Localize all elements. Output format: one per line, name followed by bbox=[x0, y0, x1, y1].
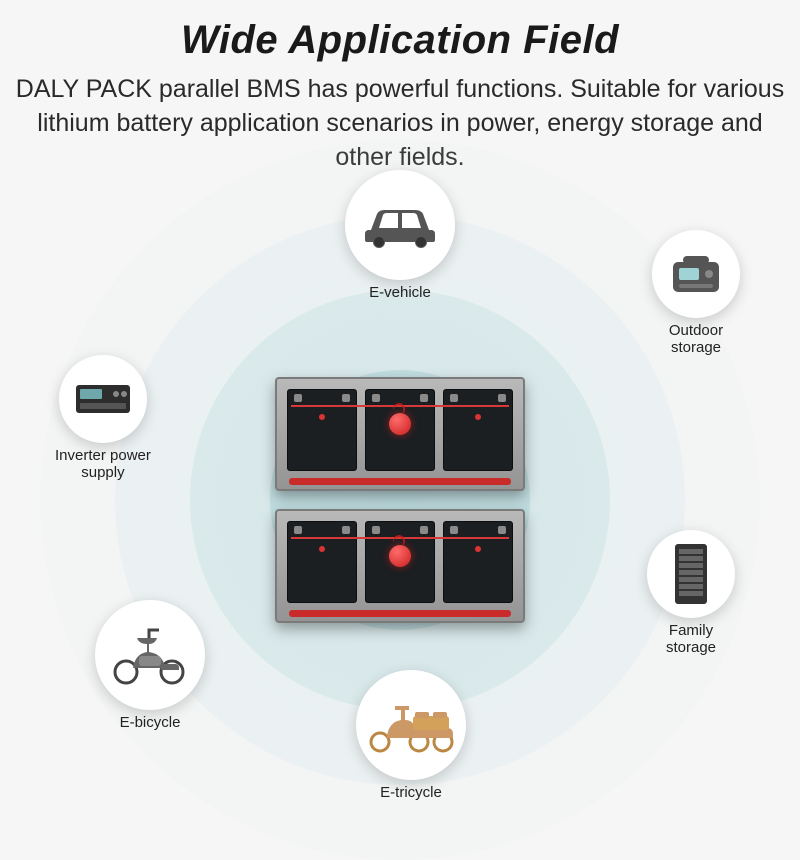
car-icon bbox=[361, 200, 439, 250]
node-label: Outdoor storage bbox=[669, 322, 723, 357]
inverter-icon bbox=[72, 377, 134, 421]
scooter-icon bbox=[109, 624, 191, 686]
node-ebicycle: E-bicycle bbox=[95, 600, 205, 731]
node-label: Family storage bbox=[666, 622, 716, 657]
battery-cell bbox=[287, 389, 357, 471]
battery-cell bbox=[287, 521, 357, 603]
bubble bbox=[356, 670, 466, 780]
node-outdoor-storage: Outdoor storage bbox=[652, 230, 740, 357]
bms-indicator-icon bbox=[389, 413, 411, 435]
tricycle-icon bbox=[365, 696, 457, 754]
bubble bbox=[95, 600, 205, 710]
server-rack-icon bbox=[671, 542, 711, 606]
node-etricycle: E-tricycle bbox=[356, 670, 466, 801]
portable-power-icon bbox=[667, 250, 725, 298]
battery-tray-2 bbox=[275, 509, 525, 623]
battery-cell bbox=[443, 389, 513, 471]
node-label: E-tricycle bbox=[380, 784, 442, 801]
node-family-storage: Family storage bbox=[647, 530, 735, 657]
node-evehicle: E-vehicle bbox=[345, 170, 455, 301]
battery-cell bbox=[443, 521, 513, 603]
bms-indicator-icon bbox=[389, 545, 411, 567]
page-title: Wide Application Field bbox=[0, 18, 800, 63]
battery-tray-1 bbox=[275, 377, 525, 491]
node-label: Inverter power supply bbox=[55, 447, 151, 482]
bubble bbox=[647, 530, 735, 618]
bubble bbox=[652, 230, 740, 318]
node-inverter: Inverter power supply bbox=[55, 355, 151, 482]
bubble bbox=[59, 355, 147, 443]
diagram-stage: E-vehicle Outdoor storage Inverter bbox=[0, 200, 800, 800]
node-label: E-bicycle bbox=[120, 714, 181, 731]
battery-pack bbox=[275, 377, 525, 623]
bubble bbox=[345, 170, 455, 280]
node-label: E-vehicle bbox=[369, 284, 431, 301]
